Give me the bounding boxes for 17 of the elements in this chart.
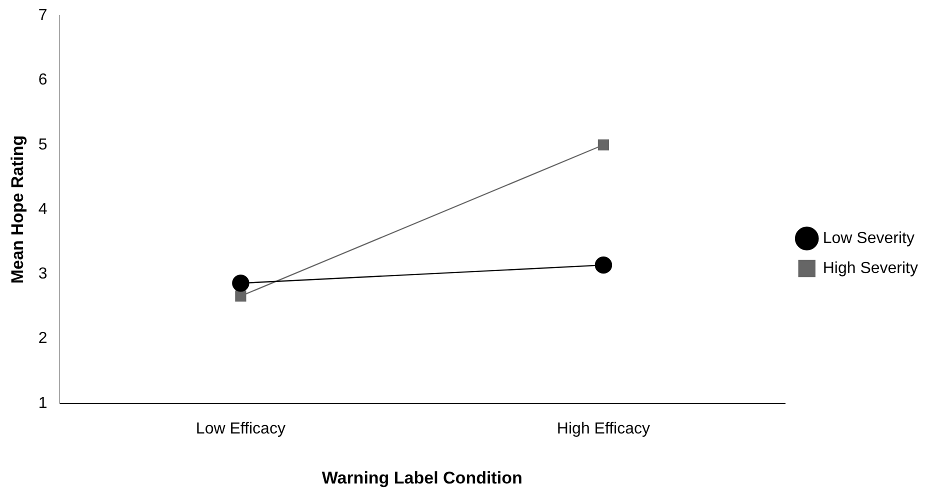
legend-label: High Severity — [822, 260, 918, 277]
point — [598, 139, 610, 150]
point — [594, 256, 612, 274]
y-tick-label: 1 — [38, 394, 48, 412]
y-tick-label: 4 — [38, 200, 48, 218]
point — [232, 274, 250, 292]
y-tick-label: 7 — [38, 7, 48, 24]
y-tick-label: 5 — [38, 136, 48, 154]
x-tick-label: Low Efficacy — [196, 420, 286, 438]
legend-label: Low Severity — [822, 230, 914, 247]
x-tick-label: High Efficacy — [556, 420, 650, 438]
point — [235, 290, 246, 302]
x-axis-title: Warning Label Condition — [322, 468, 522, 488]
y-axis-title: Mean Hope Rating — [8, 135, 27, 284]
y-tick-label: 3 — [38, 266, 48, 283]
y-tick-label: 6 — [38, 72, 48, 89]
y-tick-label: 2 — [38, 330, 48, 348]
